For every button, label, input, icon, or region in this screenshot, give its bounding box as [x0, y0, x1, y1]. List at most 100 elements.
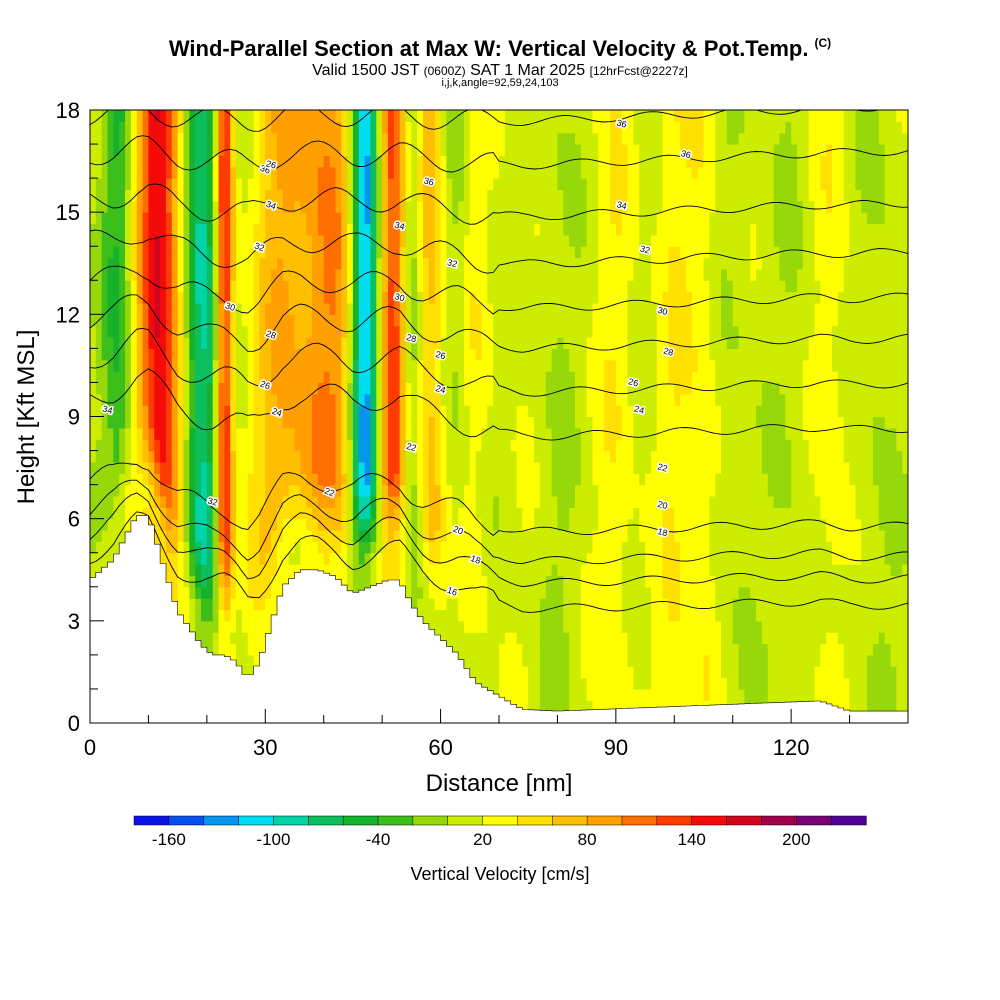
velocity-cell [563, 586, 570, 599]
velocity-cell [177, 302, 185, 315]
velocity-cell [504, 348, 512, 361]
velocity-cell [230, 337, 237, 349]
velocity-cell [317, 314, 325, 327]
velocity-cell [212, 405, 220, 418]
velocity-cell [604, 609, 611, 622]
velocity-cell [563, 643, 570, 656]
velocity-cell [271, 575, 278, 588]
velocity-cell [382, 121, 389, 134]
velocity-cell [574, 223, 582, 236]
velocity-cell [142, 337, 150, 349]
velocity-cell [405, 575, 412, 588]
velocity-cell [352, 189, 360, 202]
velocity-cell [113, 268, 120, 281]
velocity-cell [417, 552, 424, 565]
velocity-cell [499, 654, 506, 667]
velocity-cell [317, 337, 325, 349]
velocity-cell [241, 348, 249, 361]
velocity-cell [101, 166, 109, 179]
velocity-cell [604, 166, 611, 179]
velocity-cell [376, 212, 383, 225]
velocity-cell [265, 200, 272, 213]
velocity-cell [510, 688, 518, 701]
velocity-cell [183, 144, 190, 157]
velocity-cell [265, 427, 272, 440]
velocity-cell [247, 348, 255, 361]
velocity-cell [312, 371, 319, 384]
velocity-cell [458, 155, 465, 168]
velocity-cell [148, 268, 155, 281]
velocity-cell [130, 473, 138, 486]
velocity-cell [580, 518, 588, 531]
velocity-cell [329, 291, 336, 304]
velocity-cell [206, 405, 214, 418]
velocity-cell [306, 416, 313, 429]
velocity-cell [265, 246, 272, 259]
velocity-cell [253, 110, 261, 122]
velocity-cell [294, 382, 301, 395]
velocity-cell [347, 348, 354, 361]
velocity-cell [534, 268, 541, 281]
velocity-cell [347, 166, 354, 179]
velocity-cell [177, 371, 185, 384]
velocity-cell [545, 382, 553, 395]
velocity-cell [271, 257, 278, 270]
velocity-cell [265, 382, 272, 395]
velocity-cell [347, 416, 354, 429]
velocity-cell [271, 552, 278, 565]
velocity-cell [563, 507, 570, 520]
velocity-cell [580, 325, 588, 338]
velocity-cell [130, 337, 138, 349]
velocity-cell [481, 382, 488, 395]
velocity-cell [539, 654, 547, 667]
velocity-cell [206, 382, 214, 395]
velocity-cell [323, 541, 331, 554]
velocity-cell [160, 110, 167, 122]
velocity-cell [417, 473, 424, 486]
velocity-cell [452, 439, 459, 452]
velocity-cell [393, 257, 401, 270]
velocity-cell [259, 552, 266, 565]
velocity-cell [230, 461, 237, 474]
velocity-cell [621, 257, 629, 270]
velocity-cell [557, 541, 564, 554]
velocity-cell [218, 609, 225, 622]
velocity-cell [452, 144, 459, 157]
velocity-cell [136, 450, 144, 463]
velocity-cell [487, 564, 494, 577]
velocity-cell [329, 382, 336, 395]
velocity-cell [306, 325, 313, 338]
velocity-cell [499, 359, 506, 372]
velocity-cell [160, 223, 167, 236]
velocity-cell [101, 337, 109, 349]
velocity-cell [206, 337, 214, 349]
velocity-cell [241, 302, 249, 315]
velocity-cell [580, 688, 588, 701]
velocity-cell [317, 121, 325, 134]
velocity-cell [504, 416, 512, 429]
velocity-cell [399, 359, 407, 372]
velocity-cell [171, 144, 179, 157]
velocity-cell [440, 223, 448, 236]
velocity-cell [440, 359, 448, 372]
velocity-cell [312, 439, 319, 452]
velocity-cell [434, 461, 442, 474]
velocity-cell [516, 314, 523, 327]
velocity-cell [586, 461, 594, 474]
velocity-cell [107, 302, 114, 315]
velocity-cell [317, 166, 325, 179]
velocity-cell [130, 348, 138, 361]
velocity-cell [493, 382, 500, 395]
velocity-cell [458, 189, 465, 202]
velocity-cell [440, 166, 448, 179]
velocity-cell [399, 552, 407, 565]
velocity-cell [212, 110, 220, 122]
velocity-cell [423, 484, 430, 497]
velocity-cell [387, 348, 395, 361]
velocity-cell [247, 620, 255, 633]
velocity-cell [499, 223, 506, 236]
velocity-cell [428, 450, 436, 463]
velocity-cell [598, 268, 605, 281]
velocity-cell [399, 302, 407, 315]
velocity-cell [312, 257, 319, 270]
